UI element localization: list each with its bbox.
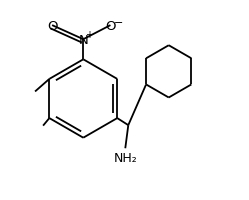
Text: +: +	[85, 29, 93, 39]
Text: NH₂: NH₂	[113, 151, 137, 164]
Text: −: −	[113, 18, 123, 28]
Text: O: O	[105, 20, 116, 32]
Text: O: O	[47, 20, 57, 32]
Text: N: N	[78, 34, 88, 46]
